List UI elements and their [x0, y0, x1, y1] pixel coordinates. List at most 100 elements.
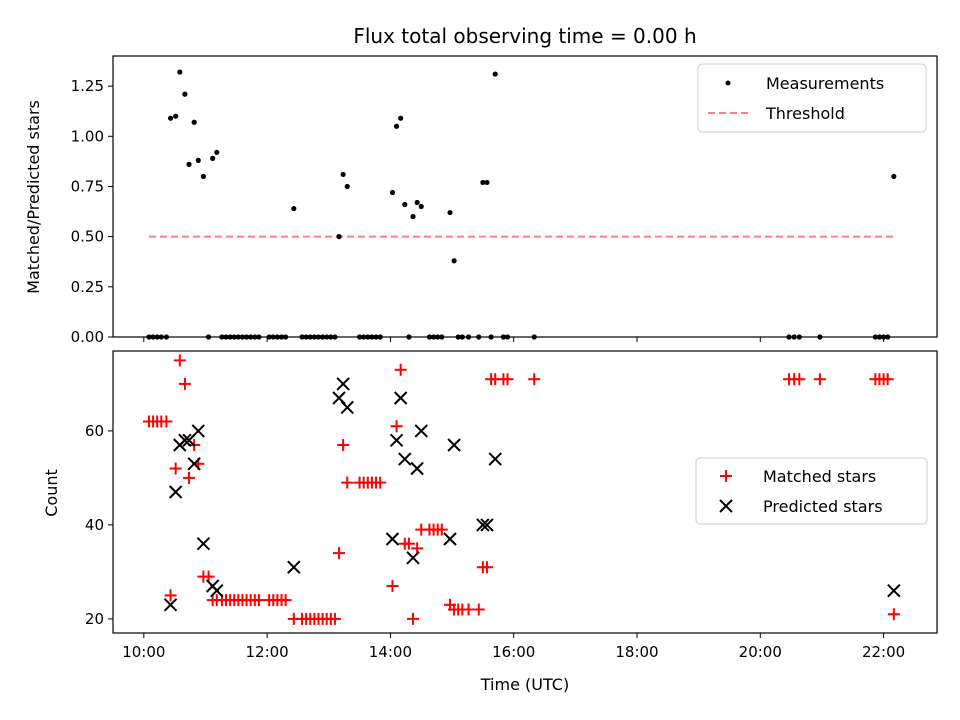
- matched-star-point: [390, 420, 403, 433]
- measurements-series: [146, 69, 897, 340]
- measurement-point: [195, 157, 201, 163]
- top-y-tick-label: 0.00: [71, 328, 104, 346]
- predicted-star-point: [447, 438, 461, 452]
- matched-star-point: [887, 608, 900, 621]
- measurement-point: [336, 234, 342, 240]
- top-y-tick-label: 0.75: [71, 177, 104, 195]
- matched-star-point: [337, 439, 350, 451]
- bottom-x-tick-label: 20:00: [739, 643, 782, 661]
- predicted-star-point: [887, 583, 901, 598]
- predicted-star-d2: [178, 433, 192, 448]
- matched-star-point: [402, 537, 415, 550]
- bottom-y-axis-label: Count: [42, 469, 61, 517]
- bottom-y-tick-label: 20: [85, 610, 104, 628]
- predicted-star-d2: [389, 433, 404, 448]
- predicted-star-d2: [187, 457, 201, 471]
- predicted-star-point: [168, 485, 183, 499]
- predicted-star-point: [336, 377, 350, 391]
- bottom-x-tick-label: 22:00: [862, 643, 905, 661]
- predicted-star-d2: [196, 536, 211, 551]
- measurement-point: [177, 69, 183, 75]
- predicted-star-d2: [488, 452, 502, 466]
- top-y-tick-label: 0.50: [71, 228, 104, 246]
- measurement-point: [484, 179, 490, 186]
- matched-star-point: [169, 462, 182, 475]
- matched-legend-label: Matched stars: [763, 467, 876, 486]
- predicted-star-point: [393, 391, 408, 405]
- matched-star-point: [881, 373, 894, 386]
- matched-star-point: [160, 415, 173, 428]
- measurement-point: [344, 183, 350, 190]
- measurement-point: [214, 149, 220, 155]
- predicted-star-point: [410, 461, 424, 476]
- bottom-y-tick-label: 60: [85, 422, 104, 440]
- bottom-plot-frame: [112, 350, 938, 634]
- matched-star-point: [341, 476, 354, 489]
- top-plot-frame: [112, 55, 938, 338]
- top-legend-box: [697, 63, 927, 133]
- predicted-star-d2: [191, 424, 205, 438]
- predicted-star-point: [414, 424, 428, 438]
- matched-star-point: [386, 580, 399, 592]
- measurement-point: [447, 209, 453, 216]
- predicted-star-d2: [410, 461, 424, 476]
- threshold-legend-label: Threshold: [765, 104, 845, 123]
- measurement-point: [410, 213, 416, 220]
- predicted-star-d2: [887, 583, 901, 598]
- measurement-point: [173, 113, 179, 119]
- measurement-point: [414, 199, 420, 206]
- predicted-legend-marker: [719, 499, 733, 513]
- bottom-x-tick-label: 12:00: [245, 643, 288, 661]
- predicted-star-point: [488, 452, 502, 466]
- measurement-point: [402, 201, 408, 208]
- predicted-star-d2: [406, 551, 420, 565]
- predicted-star-point: [398, 452, 412, 466]
- predicted-star-d2: [210, 583, 224, 598]
- predicted-stars-series: [163, 377, 901, 612]
- measurement-point: [418, 203, 424, 210]
- predicted-star-point: [287, 560, 301, 574]
- measurement-point: [393, 123, 400, 129]
- top-y-tick-label: 1.25: [71, 77, 104, 95]
- measurement-point: [291, 205, 297, 212]
- matched-star-point: [472, 603, 485, 616]
- measurement-point: [340, 171, 346, 178]
- predicted-star-point: [480, 518, 494, 532]
- predicted-star-point: [443, 532, 457, 546]
- matched-star-point: [164, 589, 177, 602]
- matched-star-point: [333, 547, 346, 560]
- predicted-star-d2: [287, 560, 301, 574]
- measurement-point: [182, 91, 188, 97]
- predicted-star-d2: [447, 438, 461, 452]
- top-panel: Flux total observing time = 0.00 h Match…: [24, 24, 938, 346]
- predicted-star-d2: [398, 452, 412, 466]
- matched-star-point: [407, 612, 420, 625]
- predicted-star-d2: [414, 424, 428, 438]
- bottom-y-ticks: 20 40 60: [85, 422, 113, 628]
- predicted-star-d2: [480, 518, 494, 532]
- matched-star-point: [252, 594, 265, 607]
- predicted-star-point: [385, 532, 400, 546]
- matched-star-point: [528, 373, 541, 386]
- matched-star-point: [178, 377, 191, 390]
- predicted-star-point: [340, 400, 354, 415]
- measurement-point: [492, 71, 498, 77]
- bottom-x-ticks: 10:00 12:00 14:00 16:00 18:00 20:00 22:00: [122, 633, 905, 661]
- top-y-tick-label: 1.00: [71, 127, 104, 145]
- matched-star-point: [462, 603, 475, 616]
- bottom-x-tick-label: 14:00: [369, 643, 412, 661]
- bottom-x-axis-label: Time (UTC): [480, 675, 569, 694]
- predicted-star-point: [476, 518, 490, 532]
- measurement-point: [398, 115, 404, 121]
- predicted-star-point: [187, 457, 201, 471]
- predicted-star-d2: [163, 598, 178, 612]
- top-y-axis-label: Matched/Predicted stars: [24, 100, 43, 294]
- bottom-x-tick-label: 10:00: [122, 643, 165, 661]
- matched-stars-series: [142, 354, 900, 625]
- predicted-star-point: [389, 433, 404, 448]
- measurement-point: [451, 258, 457, 264]
- matched-star-point: [813, 373, 826, 386]
- matched-star-point: [374, 476, 387, 489]
- measurement-point: [191, 119, 197, 125]
